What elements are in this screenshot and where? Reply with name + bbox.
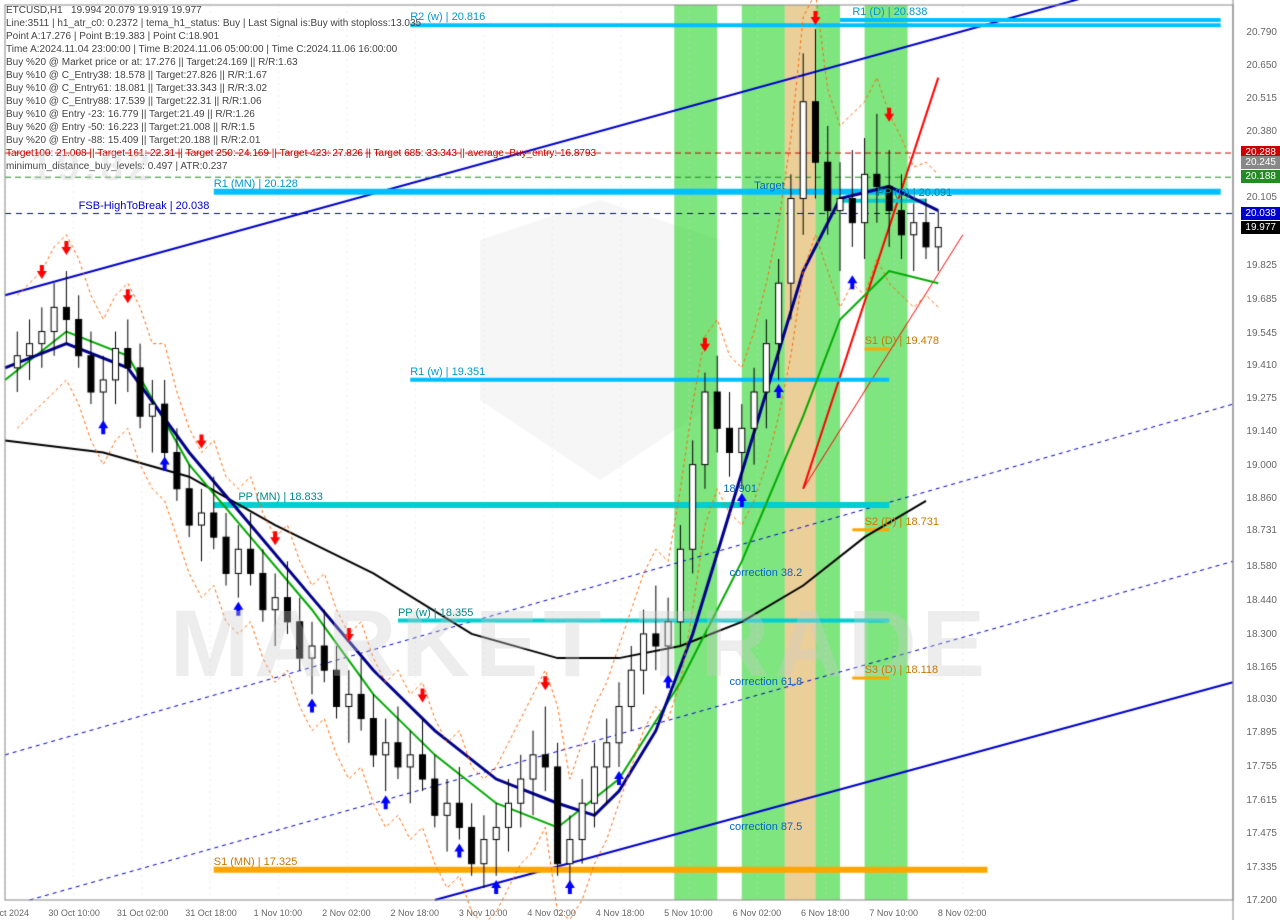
y-tick-4: 17.755 [1246,761,1277,772]
y-tick-14: 19.140 [1246,426,1277,437]
y-tick-11: 18.731 [1246,525,1277,536]
y-tick-8: 18.300 [1246,629,1277,640]
x-tick-11: 6 Nov 02:00 [733,908,782,918]
level-label-1: R1 (D) | 20.838 [852,6,927,18]
level-label-0: R2 (w) | 20.816 [410,11,485,23]
level-label-5: S1 (D) | 19.478 [865,335,939,347]
info-line-1: Point A:17.276 | Point B:19.383 | Point … [6,30,596,43]
min-distance-line: minimum_distance_buy_levels: 0.497 | ATR… [6,160,596,173]
x-tick-2: 31 Oct 02:00 [117,908,169,918]
info-line-9: Buy %20 @ Entry -88: 15.409 || Target:20… [6,134,596,147]
y-tick-3: 17.615 [1246,795,1277,806]
correction-label-1: correction 38.2 [730,567,803,579]
y-tick-10: 18.580 [1246,561,1277,572]
level-label-9: PP (w) | 18.355 [398,607,473,619]
price-marker-2: 20.188 [1241,170,1280,183]
price-marker-1: 20.245 [1241,156,1280,169]
level-label-3: PP (D) | 20.091 [877,187,952,199]
level-label-10: S3 (D) | 18.118 [865,664,939,676]
ohlc: 19.994 20.079 19.919 19.977 [71,5,202,16]
x-tick-1: 30 Oct 10:00 [48,908,100,918]
y-tick-9: 18.440 [1246,595,1277,606]
x-tick-14: 8 Nov 02:00 [938,908,987,918]
info-line-4: Buy %10 @ C_Entry38: 18.578 || Target:27… [6,69,596,82]
y-tick-1: 17.335 [1246,862,1277,873]
price-marker-4: 19.977 [1241,221,1280,234]
y-tick-17: 19.545 [1246,328,1277,339]
target-line: Target100: 21.008 || Target 161: 22.31 |… [6,147,596,160]
y-tick-0: 17.200 [1246,895,1277,906]
price-marker-3: 20.038 [1241,207,1280,220]
level-label-7: PP (MN) | 18.833 [238,491,323,503]
level-label-4: FSB-HighToBreak | 20.038 [79,200,210,212]
x-tick-6: 2 Nov 18:00 [391,908,440,918]
level-label-2: R1 (MN) | 20.128 [214,178,298,190]
symbol-line: ETCUSD,H1 19.994 20.079 19.919 19.977 [6,4,596,17]
info-line-5: Buy %10 @ C_Entry61: 18.081 || Target:33… [6,82,596,95]
x-tick-7: 3 Nov 10:00 [459,908,508,918]
y-tick-25: 20.650 [1246,60,1277,71]
y-tick-16: 19.410 [1246,360,1277,371]
x-tick-4: 1 Nov 10:00 [254,908,303,918]
y-tick-18: 19.685 [1246,294,1277,305]
correction-label-4: correction 87.5 [730,821,803,833]
info-line-6: Buy %10 @ C_Entry88: 17.539 || Target:22… [6,95,596,108]
x-tick-12: 6 Nov 18:00 [801,908,850,918]
y-tick-13: 19.000 [1246,460,1277,471]
y-tick-2: 17.475 [1246,828,1277,839]
x-tick-0: 29 Oct 2024 [0,908,29,918]
x-tick-10: 5 Nov 10:00 [664,908,713,918]
correction-label-3: correction 61.8 [730,676,803,688]
x-tick-9: 4 Nov 18:00 [596,908,645,918]
y-tick-7: 18.165 [1246,662,1277,673]
y-tick-23: 20.380 [1246,126,1277,137]
x-tick-3: 31 Oct 18:00 [185,908,237,918]
info-panel: ETCUSD,H1 19.994 20.079 19.919 19.977 Li… [6,4,596,173]
y-tick-24: 20.515 [1246,93,1277,104]
y-tick-6: 18.030 [1246,694,1277,705]
correction-label-2: 18.901 [723,483,757,495]
info-line-7: Buy %10 @ Entry -23: 16.779 || Target:21… [6,108,596,121]
level-label-6: R1 (w) | 19.351 [410,366,485,378]
correction-label-0: Target [754,180,785,192]
level-label-8: S2 (D) | 18.731 [865,516,939,528]
info-line-3: Buy %20 @ Market price or at: 17.276 || … [6,56,596,69]
chart-container: ETCUSD,H1 19.994 20.079 19.919 19.977 Li… [0,0,1280,920]
x-tick-13: 7 Nov 10:00 [869,908,918,918]
x-tick-5: 2 Nov 02:00 [322,908,371,918]
y-tick-26: 20.790 [1246,27,1277,38]
y-tick-19: 19.825 [1246,260,1277,271]
y-tick-21: 20.105 [1246,192,1277,203]
info-line-2: Time A:2024.11.04 23:00:00 | Time B:2024… [6,43,596,56]
info-line-8: Buy %20 @ Entry -50: 16.223 || Target:21… [6,121,596,134]
y-tick-15: 19.275 [1246,393,1277,404]
level-label-11: S1 (MN) | 17.325 [214,856,298,868]
y-tick-12: 18.860 [1246,493,1277,504]
symbol: ETCUSD,H1 [6,5,63,16]
info-line-0: Line:3511 | h1_atr_c0: 0.2372 | tema_h1_… [6,17,596,30]
y-tick-5: 17.895 [1246,727,1277,738]
x-tick-8: 4 Nov 02:00 [527,908,576,918]
